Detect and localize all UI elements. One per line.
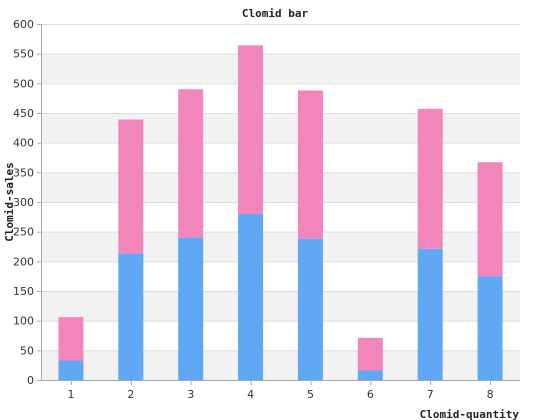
- x-tick-label: 4: [247, 388, 254, 401]
- bar-segment-series-2-cat-8: [477, 162, 503, 277]
- bar-segment-series-1-cat-5: [297, 238, 323, 380]
- y-axis-label: Clomid-sales: [3, 162, 16, 241]
- background-band: [41, 231, 520, 262]
- y-tick-label: 400: [13, 137, 34, 150]
- bar-segment-series-2-cat-7: [417, 108, 443, 249]
- background-band: [41, 291, 520, 321]
- bar-segment-series-2-cat-6: [357, 337, 383, 371]
- background-bands: [41, 53, 520, 380]
- y-tick-label: 500: [13, 77, 34, 90]
- bar-segment-series-2-cat-2: [118, 119, 144, 254]
- background-band: [41, 172, 520, 202]
- y-tick-label: 450: [13, 107, 34, 120]
- y-tick-label: 200: [13, 255, 34, 268]
- bar-segment-series-1-cat-8: [477, 276, 503, 380]
- x-tick-label: 1: [67, 388, 74, 401]
- x-tick-label: 2: [127, 388, 134, 401]
- x-tick-label: 6: [367, 388, 374, 401]
- bar-segment-series-2-cat-5: [297, 90, 323, 239]
- x-tick-label: 8: [487, 388, 494, 401]
- x-axis-label: Clomid-quantity: [420, 408, 520, 420]
- y-tick-label: 150: [13, 285, 34, 298]
- bars: [58, 45, 503, 380]
- y-tick-label: 250: [13, 226, 34, 239]
- background-band: [41, 113, 520, 143]
- x-tick-label: 5: [307, 388, 314, 401]
- bar-segment-series-1-cat-6: [357, 370, 383, 380]
- y-tick-label: 50: [20, 344, 34, 357]
- y-tick-label: 100: [13, 315, 34, 328]
- background-band: [41, 350, 520, 380]
- bar-segment-series-1-cat-4: [238, 213, 264, 380]
- bar-segment-series-2-cat-4: [238, 45, 264, 214]
- tick-labels: 1 2 3 4 5 6 7 8 0 50 100 150 200 250 300 350 400 450 500 55…: [13, 18, 494, 401]
- background-band: [41, 53, 520, 84]
- y-tick-label: 600: [13, 18, 34, 31]
- x-tick-label: 7: [427, 388, 434, 401]
- x-tick-label: 3: [187, 388, 194, 401]
- y-tick-label: 350: [13, 166, 34, 179]
- axes: [37, 24, 520, 385]
- bar-segment-series-2-cat-3: [178, 89, 204, 238]
- bar-segment-series-1-cat-7: [417, 248, 443, 380]
- bar-segment-series-2-cat-1: [58, 317, 84, 361]
- chart-title: Clomid bar: [242, 7, 309, 20]
- y-tick-label: 0: [27, 374, 34, 387]
- bar-segment-series-1-cat-2: [118, 253, 144, 380]
- bar-segment-series-1-cat-1: [58, 360, 84, 380]
- bar-segment-series-1-cat-3: [178, 237, 204, 380]
- y-tick-label: 300: [13, 196, 34, 209]
- y-tick-label: 550: [13, 48, 34, 61]
